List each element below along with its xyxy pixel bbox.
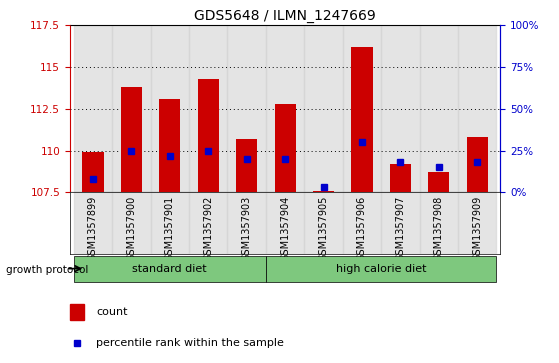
Bar	[266, 192, 304, 254]
Bar	[343, 25, 381, 192]
Bar	[150, 25, 189, 192]
Bar	[266, 25, 304, 192]
Text: GSM1357902: GSM1357902	[203, 195, 213, 261]
Text: GSM1357904: GSM1357904	[280, 195, 290, 261]
Text: GSM1357903: GSM1357903	[241, 195, 252, 261]
Text: GSM1357899: GSM1357899	[88, 195, 98, 261]
Bar	[467, 137, 488, 192]
Text: GSM1357905: GSM1357905	[319, 195, 329, 261]
Bar	[458, 192, 496, 254]
Bar	[159, 99, 181, 192]
Title: GDS5648 / ILMN_1247669: GDS5648 / ILMN_1247669	[194, 9, 376, 23]
Bar	[112, 25, 150, 192]
Bar	[274, 104, 296, 192]
Bar	[390, 164, 411, 192]
Bar	[228, 25, 266, 192]
Text: GSM1357906: GSM1357906	[357, 195, 367, 261]
Text: GSM1357908: GSM1357908	[434, 195, 444, 261]
Bar	[82, 152, 103, 192]
Bar	[70, 304, 84, 320]
Text: count: count	[96, 307, 128, 317]
Bar	[304, 25, 343, 192]
Bar	[381, 25, 420, 192]
Text: standard diet: standard diet	[132, 264, 207, 274]
Bar	[189, 192, 228, 254]
Bar	[352, 47, 372, 192]
Bar	[121, 87, 142, 192]
Bar	[313, 191, 334, 192]
Bar	[420, 192, 458, 254]
Bar	[150, 192, 189, 254]
Text: GSM1357900: GSM1357900	[126, 195, 136, 261]
Bar	[112, 192, 150, 254]
Bar	[74, 25, 112, 192]
Text: GSM1357901: GSM1357901	[165, 195, 175, 261]
Bar	[304, 192, 343, 254]
Text: high calorie diet: high calorie diet	[336, 264, 427, 274]
Bar	[343, 192, 381, 254]
Bar	[198, 79, 219, 192]
Bar	[458, 25, 496, 192]
Bar	[428, 172, 449, 192]
Bar	[74, 192, 112, 254]
Bar	[189, 25, 228, 192]
Text: GSM1357909: GSM1357909	[472, 195, 482, 261]
Bar	[236, 139, 257, 192]
Text: GSM1357907: GSM1357907	[395, 195, 405, 261]
Bar	[228, 192, 266, 254]
Bar	[381, 192, 420, 254]
Bar	[420, 25, 458, 192]
FancyBboxPatch shape	[266, 256, 496, 282]
FancyBboxPatch shape	[74, 256, 266, 282]
Text: percentile rank within the sample: percentile rank within the sample	[96, 338, 284, 348]
Text: growth protocol: growth protocol	[6, 265, 88, 276]
